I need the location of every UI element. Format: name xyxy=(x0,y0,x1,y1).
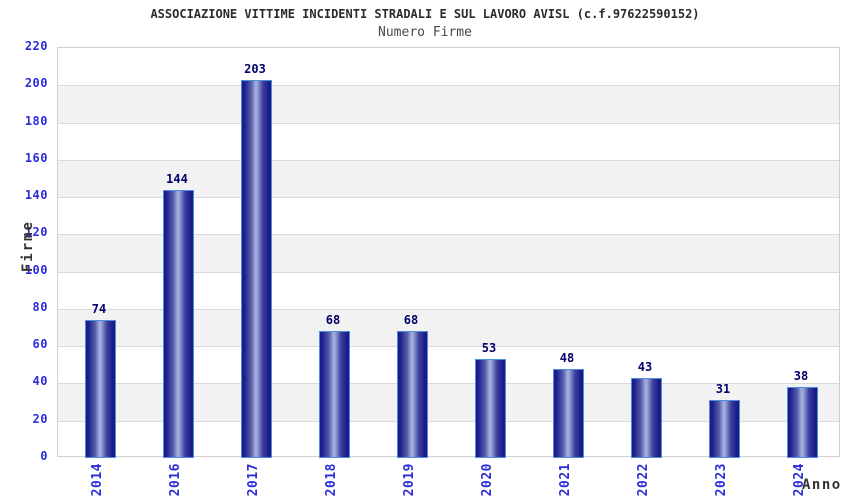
y-tick-label: 40 xyxy=(32,374,48,388)
x-tick-label: 2014 xyxy=(90,463,105,497)
x-tick-label: 2019 xyxy=(402,463,417,497)
x-tick-label: 2023 xyxy=(714,463,729,497)
gridline xyxy=(58,272,839,273)
bar-value-label: 43 xyxy=(637,360,653,374)
bar-2023 xyxy=(709,400,740,458)
gridline xyxy=(58,346,839,347)
bar-2018 xyxy=(319,331,350,458)
gridline xyxy=(58,234,839,235)
bar-2017 xyxy=(241,79,272,458)
y-tick-label: 80 xyxy=(32,300,48,314)
x-axis-title: Anno xyxy=(802,477,842,493)
gridline xyxy=(58,383,839,384)
y-tick-label: 200 xyxy=(24,76,48,90)
y-tick-label: 100 xyxy=(24,263,48,277)
bar-value-label: 68 xyxy=(325,313,341,327)
gridline xyxy=(58,123,839,124)
y-tick-label: 120 xyxy=(24,225,48,239)
background-band xyxy=(58,85,839,123)
bar-2016 xyxy=(163,189,194,458)
bar-value-label: 144 xyxy=(166,172,188,186)
y-tick-label: 0 xyxy=(40,449,48,463)
y-tick-label: 220 xyxy=(24,39,48,53)
bar-value-label: 74 xyxy=(91,302,107,316)
gridline xyxy=(58,309,839,310)
bar-value-label: 38 xyxy=(793,369,809,383)
bar-2021 xyxy=(553,368,584,458)
gridline xyxy=(58,197,839,198)
bar-value-label: 53 xyxy=(481,341,497,355)
bar-value-label: 203 xyxy=(244,62,266,76)
x-tick-label: 2018 xyxy=(324,463,339,497)
bar-2014 xyxy=(85,320,116,458)
chart-title: ASSOCIAZIONE VITTIME INCIDENTI STRADALI … xyxy=(150,7,700,21)
bar-value-label: 31 xyxy=(715,382,731,396)
x-tick-label: 2017 xyxy=(246,463,261,497)
gridline xyxy=(58,160,839,161)
y-axis-title: Firme xyxy=(20,220,36,273)
bar-value-label: 48 xyxy=(559,351,575,365)
y-tick-label: 140 xyxy=(24,188,48,202)
bar-2020 xyxy=(475,359,506,458)
chart-subtitle: Numero Firme xyxy=(378,25,472,40)
plot-area xyxy=(57,47,840,458)
x-tick-label: 2016 xyxy=(168,463,183,497)
bar-2019 xyxy=(397,331,428,458)
gridline xyxy=(58,421,839,422)
gridline xyxy=(58,85,839,86)
y-tick-label: 20 xyxy=(32,412,48,426)
x-tick-label: 2022 xyxy=(636,463,651,497)
x-tick-label: 2020 xyxy=(480,463,495,497)
bar-2022 xyxy=(631,377,662,458)
y-tick-label: 60 xyxy=(32,337,48,351)
x-tick-label: 2021 xyxy=(558,463,573,497)
bar-value-label: 68 xyxy=(403,313,419,327)
y-tick-label: 180 xyxy=(24,114,48,128)
y-tick-label: 160 xyxy=(24,151,48,165)
bar-2024 xyxy=(787,387,818,458)
